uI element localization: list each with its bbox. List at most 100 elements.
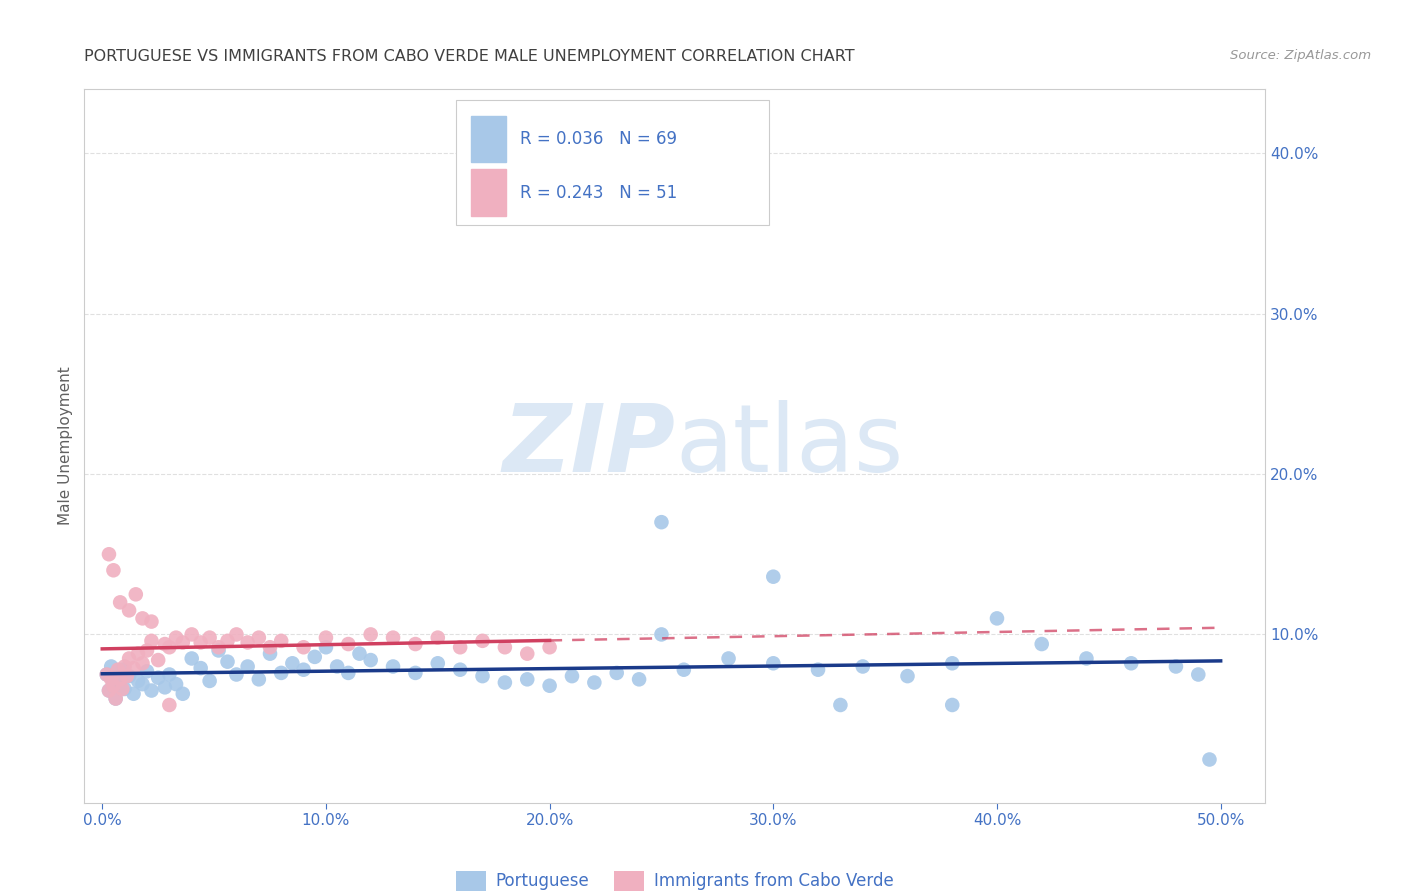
Point (337, 665, 360, 680)
Text: Source: ZipAtlas.com: Source: ZipAtlas.com (1230, 49, 1371, 62)
Point (628, 673, 651, 687)
Point (98, 683, 120, 698)
Point (98, 547, 120, 561)
Point (107, 673, 129, 687)
Point (122, 687, 145, 701)
Point (108, 673, 131, 687)
Point (830, 698, 852, 712)
Point (449, 663, 471, 677)
Point (165, 677, 187, 691)
Point (292, 640, 315, 655)
Point (131, 657, 153, 671)
Point (136, 643, 159, 657)
Text: PORTUGUESE VS IMMIGRANTS FROM CABO VERDE MALE UNEMPLOYMENT CORRELATION CHART: PORTUGUESE VS IMMIGRANTS FROM CABO VERDE… (84, 49, 855, 64)
Point (146, 671, 169, 685)
Point (426, 657, 449, 671)
Point (104, 691, 127, 706)
Point (762, 570, 785, 584)
Point (190, 661, 212, 675)
Point (315, 631, 337, 645)
Point (404, 665, 426, 680)
Point (114, 681, 136, 696)
Point (100, 673, 122, 687)
Point (114, 659, 136, 673)
Point (157, 667, 180, 681)
Point (131, 677, 153, 691)
Point (153, 681, 176, 695)
Point (270, 633, 292, 648)
Point (118, 669, 141, 683)
Point (146, 653, 169, 667)
Point (165, 631, 187, 645)
Point (98, 683, 120, 698)
Point (762, 657, 785, 671)
Point (259, 640, 281, 655)
Point (270, 665, 292, 680)
Point (100, 659, 122, 673)
Point (153, 637, 176, 651)
Point (292, 663, 315, 677)
Bar (471, 169, 506, 216)
Point (337, 637, 360, 651)
Point (471, 633, 494, 648)
Point (494, 675, 516, 690)
Point (104, 691, 127, 706)
Point (118, 651, 141, 665)
Point (247, 673, 270, 687)
Point (108, 595, 131, 609)
Point (96, 667, 118, 681)
Point (561, 669, 583, 683)
Point (157, 640, 180, 655)
Point (207, 643, 229, 657)
Point (259, 647, 281, 661)
Point (807, 663, 830, 677)
Point (198, 673, 221, 688)
Point (1164, 659, 1187, 673)
Point (606, 665, 628, 680)
Point (471, 669, 494, 683)
Point (141, 633, 163, 648)
Point (127, 647, 149, 661)
Y-axis label: Male Unemployment: Male Unemployment (58, 367, 73, 525)
Point (304, 649, 326, 664)
Point (207, 640, 229, 655)
Point (103, 563, 125, 577)
Point (494, 640, 516, 655)
Point (326, 659, 349, 673)
Point (131, 611, 153, 625)
Point (125, 587, 148, 601)
Point (103, 675, 125, 690)
Point (118, 603, 141, 617)
Point (941, 657, 963, 671)
Point (111, 681, 134, 696)
Point (360, 627, 382, 641)
Point (986, 611, 1008, 625)
Point (198, 631, 221, 645)
Point (349, 647, 371, 661)
Point (896, 669, 918, 683)
Text: ZIP: ZIP (502, 400, 675, 492)
Point (449, 640, 471, 655)
Point (1031, 637, 1053, 651)
Point (516, 673, 538, 687)
Point (172, 687, 194, 701)
Point (672, 663, 695, 677)
Point (122, 661, 145, 675)
Point (225, 627, 247, 641)
Point (141, 683, 163, 698)
Point (96, 667, 118, 681)
Point (382, 631, 405, 645)
Point (538, 640, 561, 655)
Point (236, 635, 259, 649)
Point (141, 615, 163, 629)
Point (382, 659, 405, 673)
Point (180, 627, 202, 641)
Point (217, 633, 239, 648)
Point (538, 679, 561, 693)
Point (107, 663, 129, 677)
Point (516, 647, 538, 661)
Text: atlas: atlas (675, 400, 903, 492)
Point (180, 651, 202, 665)
Text: R = 0.243   N = 51: R = 0.243 N = 51 (520, 184, 678, 202)
Point (236, 659, 259, 673)
